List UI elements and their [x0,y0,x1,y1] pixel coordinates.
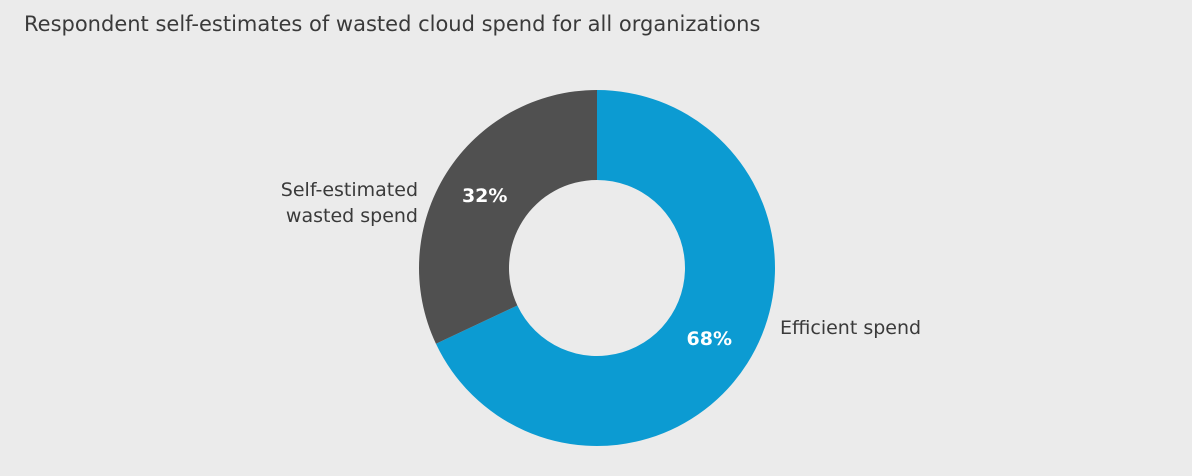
donut-slice [435,90,775,446]
donut-slice [418,90,597,344]
category-label: Efficient spend [780,317,922,339]
category-label: Self-estimated wasted spend [280,179,418,227]
value-label: 68% [687,328,732,350]
chart-title: Respondent self-estimates of wasted clou… [24,12,761,36]
value-label: 32% [462,185,507,207]
